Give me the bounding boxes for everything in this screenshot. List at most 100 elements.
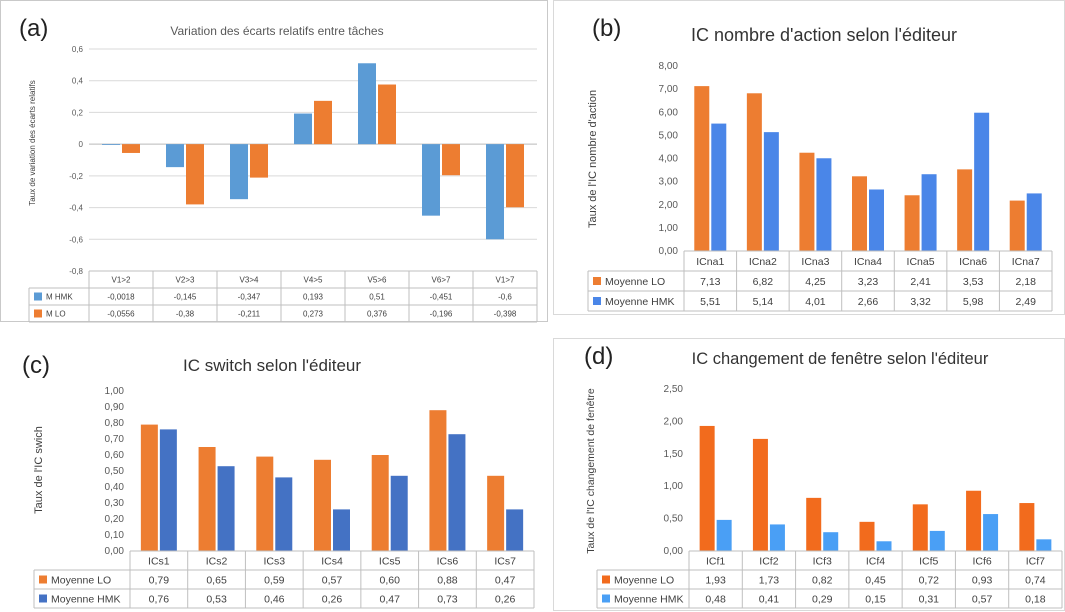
bar-a-s1-3 — [314, 100, 332, 145]
table-cell-value: 4,25 — [805, 276, 826, 288]
table-cell-value: 5,14 — [753, 296, 774, 308]
bar-a-s0-4 — [358, 63, 376, 145]
table-cell-value: 1,93 — [705, 574, 726, 586]
bar-c-s0-0 — [140, 424, 158, 551]
table-cell-value: 0,57 — [972, 593, 993, 605]
table-cell-value: -0,38 — [176, 309, 195, 318]
table-cell-value: 0,59 — [264, 574, 285, 586]
legend-swatch — [593, 277, 601, 285]
y-tick-label: 0,40 — [105, 482, 125, 493]
x-tick-label: ICna3 — [801, 256, 829, 268]
legend-swatch — [34, 309, 42, 318]
bar-b-s0-0 — [694, 86, 710, 252]
table-cell-value: 0,51 — [369, 292, 385, 301]
y-tick-label: 0 — [79, 140, 84, 149]
x-tick-label: V4>5 — [304, 275, 323, 284]
table-cell-value: 0,76 — [149, 593, 170, 605]
y-tick-label: 0,2 — [72, 108, 84, 117]
table-cell-value: -0,196 — [430, 309, 453, 318]
table-cell-value: 0,93 — [972, 574, 993, 586]
table-cell-value: 0,29 — [812, 593, 833, 605]
chart-panel-a: (a) Variation des écarts relatifs entre … — [0, 0, 548, 323]
y-tick-label: 0,50 — [664, 514, 684, 525]
chart-title: IC switch selon l'éditeur — [183, 356, 361, 375]
x-tick-label: ICs2 — [206, 555, 228, 567]
bar-b-s1-0 — [711, 123, 727, 251]
chart-panel-c: (c) IC switch selon l'éditeur Taux de l'I… — [0, 338, 548, 611]
bar-b-s0-2 — [799, 152, 815, 251]
table-cell-value: 0,15 — [865, 593, 886, 605]
y-tick-label: 0,00 — [664, 546, 684, 557]
bar-c-s0-6 — [487, 475, 505, 551]
bar-b-s1-1 — [763, 132, 779, 251]
bar-c-s1-6 — [506, 509, 524, 551]
x-tick-label: V1>2 — [112, 275, 131, 284]
table-cell-value: 0,79 — [149, 574, 170, 586]
legend-swatch — [39, 594, 47, 603]
table-cell-value: -0,145 — [174, 292, 197, 301]
x-tick-label: V1>7 — [496, 275, 515, 284]
table-cell-value: 0,31 — [919, 593, 940, 605]
legend-label: Moyenne HMK — [605, 296, 674, 308]
bar-a-s0-2 — [230, 144, 248, 200]
bar-a-s1-0 — [122, 144, 140, 153]
x-tick-label: ICna4 — [854, 256, 882, 268]
bar-a-s1-2 — [250, 144, 268, 178]
panel-label-d: (d) — [584, 343, 614, 370]
legend-label: Moyenne LO — [51, 574, 111, 586]
y-tick-label: -0,6 — [69, 235, 83, 244]
y-tick-label: 7,00 — [659, 84, 679, 95]
bar-c-s1-3 — [333, 509, 350, 551]
y-axis-label: Taux de l'IC nombre d'action — [587, 90, 599, 228]
x-tick-label: ICs7 — [494, 555, 516, 567]
x-tick-label: ICs4 — [321, 555, 343, 567]
bar-b-s1-3 — [869, 189, 884, 251]
table-cell-value: 2,41 — [910, 276, 931, 288]
bar-c-s0-2 — [256, 456, 274, 551]
legend-swatch — [602, 594, 610, 603]
table-cell-value: 0,47 — [495, 574, 516, 586]
y-tick-label: 0,90 — [105, 402, 125, 413]
x-tick-label: ICf3 — [813, 555, 832, 567]
bar-c-s0-1 — [198, 447, 216, 551]
table-cell-value: 5,51 — [700, 296, 721, 308]
chart-title: Variation des écarts relatifs entre tâch… — [170, 24, 383, 38]
bar-c-s1-4 — [390, 475, 408, 551]
table-cell-value: 3,32 — [910, 296, 931, 308]
table-cell-value: 1,73 — [759, 574, 780, 586]
table-cell-value: 2,66 — [858, 296, 879, 308]
legend-swatch — [34, 292, 42, 301]
table-cell-value: -0,0018 — [107, 292, 135, 301]
x-tick-label: ICs1 — [148, 555, 170, 567]
table-cell-value: -0,398 — [494, 309, 517, 318]
x-tick-label: ICna2 — [749, 256, 777, 268]
table-cell-value: 0,41 — [759, 593, 780, 605]
chart-title: IC nombre d'action selon l'éditeur — [691, 25, 957, 45]
x-tick-label: V3>4 — [240, 275, 259, 284]
table-cell-value: 0,65 — [206, 574, 227, 586]
bar-d-s1-3 — [876, 541, 892, 551]
bar-d-s0-2 — [806, 497, 822, 551]
bar-a-s0-1 — [166, 144, 184, 168]
x-tick-label: ICf4 — [866, 555, 885, 567]
table-cell-value: -0,0556 — [107, 309, 135, 318]
table-cell-value: 0,82 — [812, 574, 833, 586]
x-tick-label: V6>7 — [432, 275, 451, 284]
table-cell-value: 0,376 — [367, 309, 388, 318]
bar-a-s0-0 — [102, 144, 120, 145]
legend-label: Moyenne HMK — [614, 593, 683, 605]
panel-label-b: (b) — [592, 15, 622, 42]
bar-c-s1-1 — [217, 466, 235, 551]
bar-c-s1-2 — [275, 477, 293, 551]
bar-b-s0-6 — [1009, 200, 1025, 251]
x-tick-label: ICna6 — [959, 256, 987, 268]
y-tick-label: 0,00 — [105, 546, 125, 557]
x-tick-label: ICs6 — [437, 555, 459, 567]
bar-b-s1-6 — [1026, 193, 1042, 251]
y-tick-label: 2,00 — [659, 200, 679, 211]
bar-b-s0-1 — [746, 93, 762, 251]
y-tick-label: 2,50 — [664, 384, 684, 395]
y-axis-label: Taux de l'IC swich — [33, 426, 45, 514]
bar-b-s0-4 — [904, 195, 920, 251]
table-cell-value: 0,26 — [495, 593, 516, 605]
